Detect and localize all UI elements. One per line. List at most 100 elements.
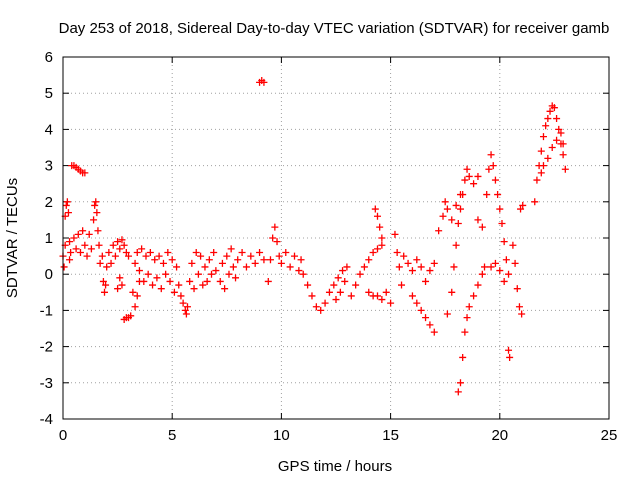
data-point [430, 328, 438, 336]
data-point [378, 241, 386, 249]
data-point [94, 227, 102, 235]
data-point [208, 270, 216, 278]
data-point [260, 78, 268, 86]
data-point [177, 292, 185, 300]
data-point [537, 169, 545, 177]
data-point [118, 236, 126, 244]
data-point [264, 277, 272, 285]
y-tick-label: 0 [45, 266, 53, 283]
data-point [517, 205, 525, 213]
data-point [199, 281, 207, 289]
data-point [373, 292, 381, 300]
data-point [223, 252, 231, 260]
data-point [343, 263, 351, 271]
data-point [478, 270, 486, 278]
data-point [461, 176, 469, 184]
data-point [330, 281, 338, 289]
data-point [435, 227, 443, 235]
data-point [131, 259, 139, 267]
data-point [519, 201, 527, 209]
data-point [155, 252, 163, 260]
data-point [332, 296, 340, 304]
data-point [63, 198, 71, 206]
data-point [465, 303, 473, 311]
data-point [129, 288, 137, 296]
data-point [393, 248, 401, 256]
data-point [93, 209, 101, 217]
data-point [146, 248, 154, 256]
data-point [452, 241, 460, 249]
data-point [518, 310, 526, 318]
data-point [166, 277, 174, 285]
data-point [256, 248, 264, 256]
data-point [478, 223, 486, 231]
y-tick-label: 5 [45, 85, 53, 102]
data-point [98, 252, 106, 260]
data-point [76, 248, 84, 256]
data-point [135, 267, 143, 275]
data-point [127, 312, 135, 320]
data-point [168, 256, 176, 264]
data-point [66, 256, 74, 264]
data-point [356, 270, 364, 278]
data-point [443, 205, 451, 213]
data-point [360, 263, 368, 271]
data-point [454, 220, 462, 228]
data-point [515, 303, 523, 311]
grid-lines [63, 57, 609, 419]
y-tick-label: 2 [45, 194, 53, 211]
data-point [454, 388, 462, 396]
data-point [118, 281, 126, 289]
y-tick-label: -4 [40, 411, 53, 428]
data-point [100, 288, 108, 296]
data-point [238, 248, 246, 256]
data-point [404, 259, 412, 267]
y-axis-label: SDTVAR / TECUs [4, 178, 21, 298]
y-tick-label: -3 [40, 375, 53, 392]
data-point [387, 299, 395, 307]
data-point [142, 252, 150, 260]
data-point [555, 125, 563, 133]
data-point [295, 267, 303, 275]
data-point [105, 248, 113, 256]
data-point [175, 281, 183, 289]
data-point [242, 263, 250, 271]
data-point [188, 259, 196, 267]
data-point [498, 220, 506, 228]
data-point [81, 241, 89, 249]
data-point [197, 252, 205, 260]
data-point [459, 191, 467, 199]
data-point [114, 238, 122, 246]
data-point [179, 299, 187, 307]
data-point [212, 267, 220, 275]
data-point [511, 259, 519, 267]
data-point [336, 288, 344, 296]
data-point [559, 140, 567, 148]
data-point [474, 216, 482, 224]
y-tick-label: 4 [45, 121, 53, 138]
data-point [138, 245, 146, 253]
data-point [325, 288, 333, 296]
data-point [430, 259, 438, 267]
data-point [496, 205, 504, 213]
data-point [299, 270, 307, 278]
data-point [232, 274, 240, 282]
data-point [481, 263, 489, 271]
data-point [347, 292, 355, 300]
data-point [489, 162, 497, 170]
data-point [544, 115, 552, 123]
data-point [125, 252, 133, 260]
data-point [234, 256, 242, 264]
data-point [491, 259, 499, 267]
data-point [413, 299, 421, 307]
data-point [122, 248, 130, 256]
data-point [205, 256, 213, 264]
data-point [183, 303, 191, 311]
data-point [426, 267, 434, 275]
data-point [317, 306, 325, 314]
x-tick-label: 15 [382, 427, 399, 444]
data-point [109, 241, 117, 249]
data-point [251, 259, 259, 267]
y-tick-label: 6 [45, 49, 53, 66]
data-point [494, 191, 502, 199]
